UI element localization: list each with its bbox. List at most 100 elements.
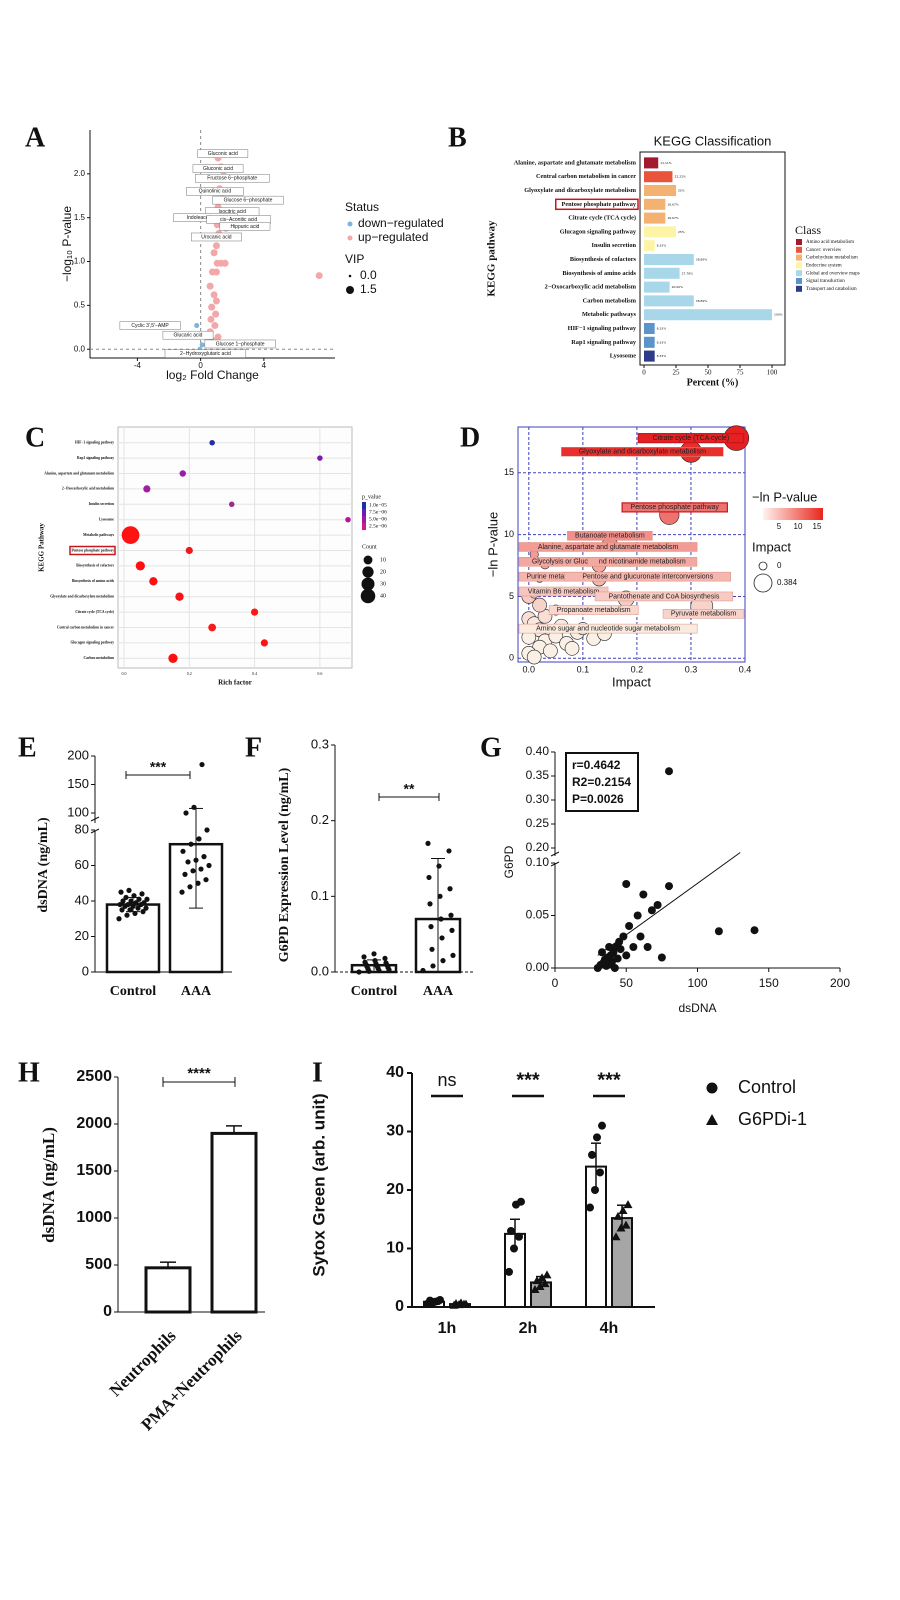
x-axis-label: dsDNA [678, 1001, 716, 1015]
data-point [133, 900, 139, 906]
category-label: Rap1 signaling pathway [571, 339, 637, 346]
x-tick-label: 0.4 [252, 671, 257, 676]
data-point [427, 901, 433, 907]
y-tick-label: 500 [85, 1256, 112, 1273]
data-point [199, 761, 205, 768]
bubble [228, 501, 235, 508]
y-tick-label: 10 [386, 1240, 404, 1257]
data-point [183, 810, 189, 816]
annotation-box [164, 349, 247, 358]
y-tick-label: 0.5 [74, 300, 86, 309]
annotation-label: Indoleacetic acid [187, 215, 224, 221]
annotation-label: Gluconic acid [208, 151, 238, 157]
annotation-label: Fructose 6−phosphate [207, 176, 257, 182]
x-tick-label: 200 [830, 976, 850, 990]
data-point [647, 906, 656, 915]
legend-label: 40 [380, 593, 386, 599]
y-tick-label: 20 [75, 928, 89, 943]
up-point [210, 291, 218, 299]
data-point [598, 1121, 606, 1130]
data-point [542, 1270, 552, 1279]
category-label: 2−Oxocarboxylic acid metabolism [62, 487, 114, 491]
data-point [144, 896, 150, 902]
y-tick-label: 200 [67, 747, 89, 762]
legend-label: Signal transduction [806, 279, 845, 284]
legend-label: Carbohydrate metabolism [806, 256, 858, 261]
x-tick-label: 0.0 [523, 664, 536, 674]
category-label: HIF−1 signaling pathway [568, 325, 637, 332]
legend-title: p_value [362, 494, 381, 500]
up-point [210, 249, 218, 257]
y-tick-label: 1000 [76, 1209, 112, 1226]
bar [644, 184, 677, 197]
data-point [625, 922, 634, 930]
data-point [613, 1211, 623, 1220]
annotation-box [186, 187, 244, 196]
point-label: Propanoate metabolism [557, 607, 631, 614]
x-axis-label: Percent (%) [687, 377, 739, 388]
y-tick-label: 0.25 [526, 816, 550, 830]
category-label: Biosynthesis of cofactors [570, 256, 637, 263]
x-tick-label: 100 [767, 369, 778, 377]
annotation-box [191, 232, 242, 242]
up-point [212, 310, 220, 318]
y-tick-label: 0.10 [526, 855, 550, 869]
y-tick-label: 0.40 [526, 744, 550, 758]
x-tick-label: 0.2 [187, 671, 192, 676]
axis-break [90, 816, 100, 822]
annotation-label: Glucose 1−phosphate [216, 341, 265, 347]
bar [644, 336, 655, 348]
legend-label: Global and overview maps [806, 271, 860, 276]
data-point [611, 1232, 621, 1241]
data-point [610, 964, 619, 972]
legend-swatch [796, 278, 802, 284]
plot-border [639, 151, 786, 366]
data-point [510, 1244, 518, 1253]
up-point [206, 282, 214, 290]
x-tick-label: 0 [552, 976, 559, 990]
category-label: Metabolic pathways [582, 311, 637, 318]
legend-marker [360, 588, 376, 604]
data-point [135, 905, 141, 911]
category-label: Alanine, aspartate and glutamate metabol… [44, 471, 114, 475]
data-point [622, 951, 631, 960]
data-point [430, 963, 436, 969]
data-point [198, 866, 204, 872]
point-label: Alanine, aspartate and glutamate metabol… [538, 544, 679, 551]
data-point [653, 901, 662, 909]
significance-label: **** [187, 1065, 211, 1082]
data-point [201, 854, 207, 860]
data-point [131, 893, 137, 899]
data-point [657, 953, 666, 962]
category-label: Glucagon signaling pathway [560, 228, 637, 235]
category-label: Biosynthesis of amino acids [72, 579, 115, 583]
legend-label: 0 [777, 561, 782, 570]
legend-marker [361, 577, 375, 591]
legend-label: 0.384 [777, 578, 798, 587]
category-label: Glyoxylate and dicarboxylate metabolism [50, 595, 114, 599]
data-point [143, 905, 149, 911]
y-tick-label: 2.0 [74, 169, 86, 178]
point-label: Glyoxylate and dicarboxylate metabolism [579, 449, 706, 456]
data-point [639, 890, 648, 899]
y-tick-label: 0.05 [526, 908, 550, 922]
legend-title: Count [362, 544, 377, 550]
data-point [383, 960, 389, 966]
bar-value-label: 27.78% [682, 271, 694, 275]
bubble [179, 470, 186, 477]
up-point [208, 303, 216, 311]
data-point [127, 907, 133, 913]
bar [210, 1131, 258, 1314]
data-point [426, 874, 432, 881]
data-point [596, 1168, 604, 1177]
down-point [194, 323, 200, 329]
y-axis-label: G6PD Expression Level (ng/mL) [277, 767, 292, 962]
legend-label: Cancer: overview [806, 248, 842, 253]
y-tick-label: 0.00 [526, 960, 550, 974]
y-tick-label: 40 [75, 892, 89, 907]
annotation-label: Quinolinic acid [199, 189, 232, 195]
y-tick-label: 40 [386, 1064, 404, 1081]
x-axis-label: log₂ Fold Change [166, 368, 259, 382]
bubble [121, 526, 140, 544]
bar [644, 226, 677, 238]
